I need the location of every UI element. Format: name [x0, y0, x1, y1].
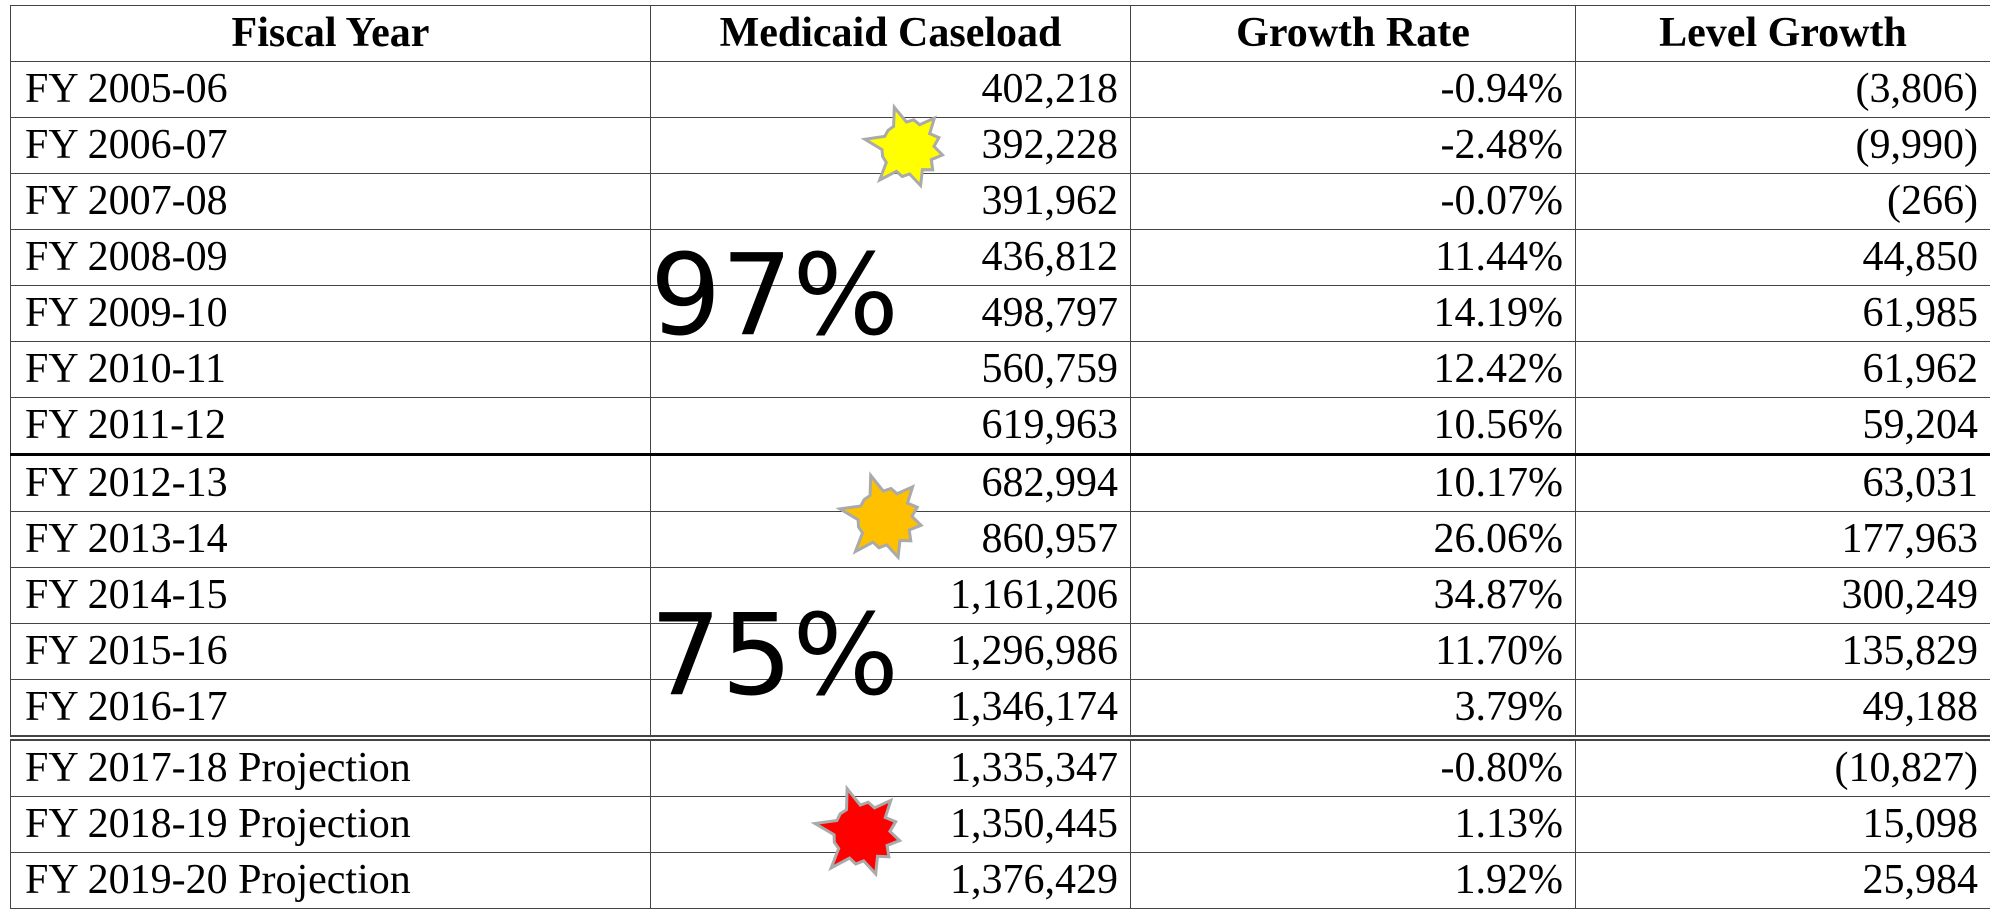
caseload-table: Fiscal Year Medicaid Caseload Growth Rate L…: [10, 5, 1990, 909]
annotation: 75%: [650, 591, 899, 721]
table-cell: 10.56%: [1130, 397, 1576, 456]
table-cell: -0.07%: [1130, 173, 1576, 230]
column-header: Growth Rate: [1130, 5, 1576, 62]
table-cell: 63,031: [1575, 454, 1990, 512]
table-row: FY 2006-07 392,228 -2.48% (9,990): [10, 117, 1990, 174]
table-cell: FY 2015-16: [10, 623, 651, 680]
table-cell: 391,962: [650, 173, 1131, 230]
table-row: FY 2016-17 1,346,174 3.79% 49,188: [10, 679, 1990, 741]
table-cell: 49,188: [1575, 679, 1990, 741]
table-cell: 14.19%: [1130, 285, 1576, 342]
table-cell: FY 2019-20 Projection: [10, 852, 651, 909]
table-cell: 1,346,174: [650, 679, 1131, 741]
table-cell: 61,985: [1575, 285, 1990, 342]
table-cell: 1.13%: [1130, 796, 1576, 853]
table-cell: 1,335,347: [650, 737, 1131, 797]
table-cell: FY 2009-10: [10, 285, 651, 342]
table-row: FY 2013-14 860,957 26.06% 177,963: [10, 511, 1990, 568]
table-row: FY 2007-08 391,962 -0.07% (266): [10, 173, 1990, 230]
table-cell: 12.42%: [1130, 341, 1576, 398]
annotation: 97%: [650, 231, 899, 361]
column-header: Level Growth: [1575, 5, 1990, 62]
table-row: FY 2019-20 Projection 1,376,429 1.92% 25,98…: [10, 852, 1990, 909]
table-cell: 15,098: [1575, 796, 1990, 853]
table-cell: 498,797: [650, 285, 1131, 342]
table-cell: 619,963: [650, 397, 1131, 456]
table-cell: FY 2018-19 Projection: [10, 796, 651, 853]
table-cell: 392,228: [650, 117, 1131, 174]
table-row: FY 2009-10 498,797 14.19% 61,985: [10, 285, 1990, 342]
table-cell: (3,806): [1575, 61, 1990, 118]
table-row: FY 2014-15 1,161,206 34.87% 300,249: [10, 567, 1990, 624]
table-cell: FY 2008-09: [10, 229, 651, 286]
table-cell: (266): [1575, 173, 1990, 230]
table-cell: -0.80%: [1130, 737, 1576, 797]
table-cell: 44,850: [1575, 229, 1990, 286]
table-cell: FY 2016-17: [10, 679, 651, 741]
table-cell: (10,827): [1575, 737, 1990, 797]
table-cell: FY 2012-13: [10, 454, 651, 512]
table-cell: 860,957: [650, 511, 1131, 568]
table-cell: 1,296,986: [650, 623, 1131, 680]
table-cell: 11.44%: [1130, 229, 1576, 286]
table-cell: 34.87%: [1130, 567, 1576, 624]
table-cell: 560,759: [650, 341, 1131, 398]
table-cell: 61,962: [1575, 341, 1990, 398]
table-row: FY 2011-12 619,963 10.56% 59,204: [10, 397, 1990, 456]
table-cell: 3.79%: [1130, 679, 1576, 741]
table-cell: 11.70%: [1130, 623, 1576, 680]
table-cell: -0.94%: [1130, 61, 1576, 118]
table-cell: 59,204: [1575, 397, 1990, 456]
table-row: FY 2005-06 402,218 -0.94% (3,806): [10, 61, 1990, 118]
table-row: FY 2012-13 682,994 10.17% 63,031: [10, 454, 1990, 512]
table-cell: 1,376,429: [650, 852, 1131, 909]
table-row: FY 2018-19 Projection 1,350,445 1.13% 15,09…: [10, 796, 1990, 853]
table-cell: 300,249: [1575, 567, 1990, 624]
table-row: FY 2017-18 Projection 1,335,347 -0.80% (10,…: [10, 737, 1990, 797]
table-cell: FY 2014-15: [10, 567, 651, 624]
table-cell: 177,963: [1575, 511, 1990, 568]
table-cell: FY 2013-14: [10, 511, 651, 568]
table-cell: FY 2011-12: [10, 397, 651, 456]
table-cell: (9,990): [1575, 117, 1990, 174]
table-row: FY 2010-11 560,759 12.42% 61,962: [10, 341, 1990, 398]
column-header: Fiscal Year: [10, 5, 651, 62]
table-cell: FY 2017-18 Projection: [10, 737, 651, 797]
table-cell: 1,350,445: [650, 796, 1131, 853]
table-cell: 682,994: [650, 454, 1131, 512]
table-row: FY 2015-16 1,296,986 11.70% 135,829: [10, 623, 1990, 680]
table-cell: 402,218: [650, 61, 1131, 118]
table-cell: 10.17%: [1130, 454, 1576, 512]
table-cell: 436,812: [650, 229, 1131, 286]
table-cell: FY 2010-11: [10, 341, 651, 398]
table-cell: FY 2006-07: [10, 117, 651, 174]
table-cell: 135,829: [1575, 623, 1990, 680]
header-row: Fiscal Year Medicaid Caseload Growth Rate L…: [10, 5, 1990, 62]
table-cell: FY 2007-08: [10, 173, 651, 230]
table-cell: FY 2005-06: [10, 61, 651, 118]
table-cell: 26.06%: [1130, 511, 1576, 568]
table-cell: 25,984: [1575, 852, 1990, 909]
table-cell: -2.48%: [1130, 117, 1576, 174]
table-row: FY 2008-09 436,812 11.44% 44,850: [10, 229, 1990, 286]
column-header: Medicaid Caseload: [650, 5, 1131, 62]
table-cell: 1.92%: [1130, 852, 1576, 909]
